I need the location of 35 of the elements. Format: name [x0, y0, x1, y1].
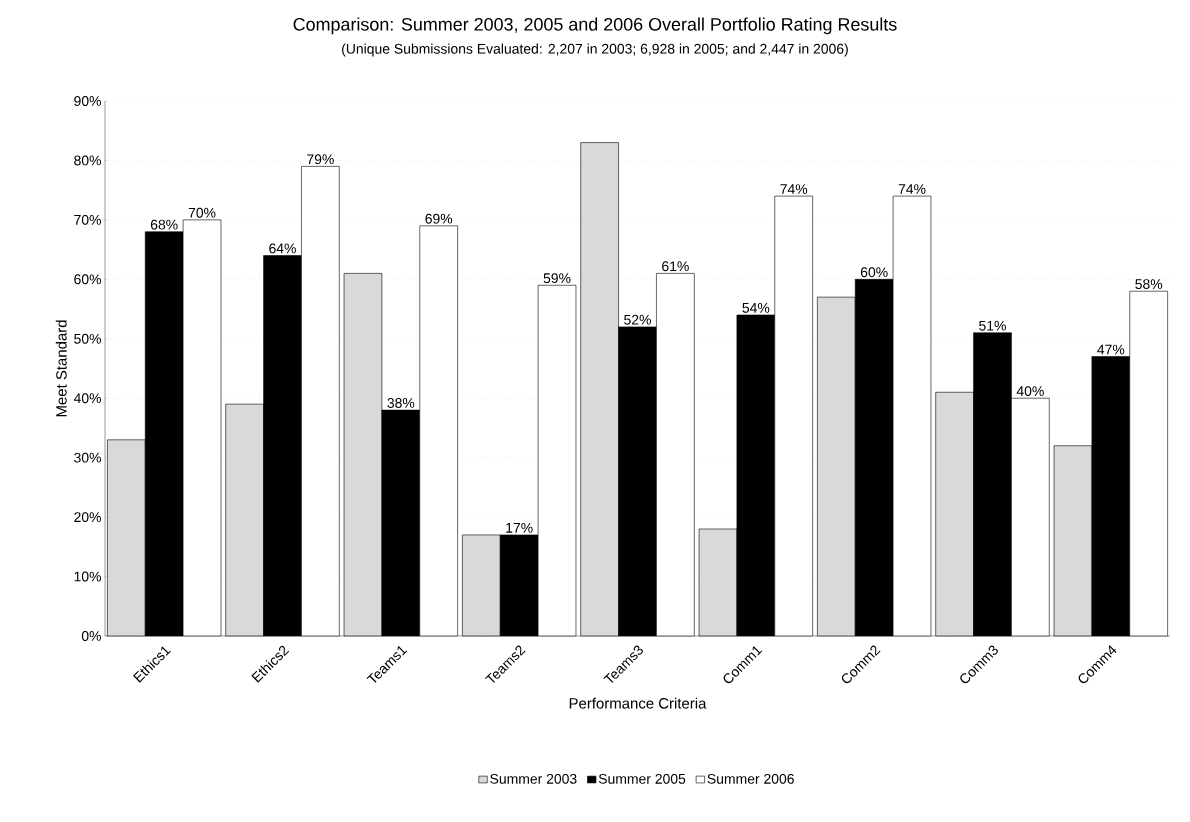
y-tick-label: 0% [81, 631, 101, 641]
data-label: 79% [307, 154, 334, 165]
chart-title: Comparison: Summer 2003, 2005 and 2006 Overall Portfolio Rating Results [293, 17, 897, 35]
data-label: 69% [425, 213, 453, 224]
y-tick-label: 90% [74, 96, 101, 106]
y-axis-title: Meet Standard [55, 320, 67, 417]
data-label: 52% [624, 314, 651, 325]
legend-label: Summer 2005 [598, 773, 686, 784]
data-label: 54% [742, 302, 770, 313]
data-label: 38% [387, 398, 415, 408]
legend-label: Summer 2003 [490, 773, 577, 784]
y-tick-label: 60% [74, 274, 101, 285]
chart-subtitle: (Unique Submissions Evaluated: 2,207 in 2003; 6,928 in 2005; and 2,447 in 2006) [342, 43, 848, 57]
data-label: 74% [898, 184, 926, 194]
data-label: 61% [662, 261, 689, 272]
data-label: 68% [150, 219, 178, 230]
y-tick-label: 50% [74, 333, 101, 344]
data-label: 51% [979, 320, 1006, 331]
data-label: 58% [1135, 279, 1163, 290]
data-label: 47% [1097, 344, 1125, 355]
y-tick-label: 20% [74, 512, 101, 523]
data-label: 60% [860, 267, 888, 278]
data-label: 64% [269, 243, 296, 254]
y-tick-label: 40% [73, 393, 101, 404]
y-tick-label: 30% [74, 452, 101, 463]
data-label: 40% [1016, 386, 1044, 397]
legend-label: Summer 2006 [707, 773, 794, 784]
data-label: 59% [543, 273, 571, 284]
data-label: 74% [780, 184, 808, 194]
y-tick-label: 10% [74, 571, 101, 582]
data-label: 70% [188, 207, 216, 218]
y-tick-label: 70% [74, 214, 101, 225]
x-axis-title: Performance Criteria [569, 697, 707, 709]
y-tick-label: 80% [74, 155, 101, 166]
data-label: 17% [506, 522, 533, 533]
